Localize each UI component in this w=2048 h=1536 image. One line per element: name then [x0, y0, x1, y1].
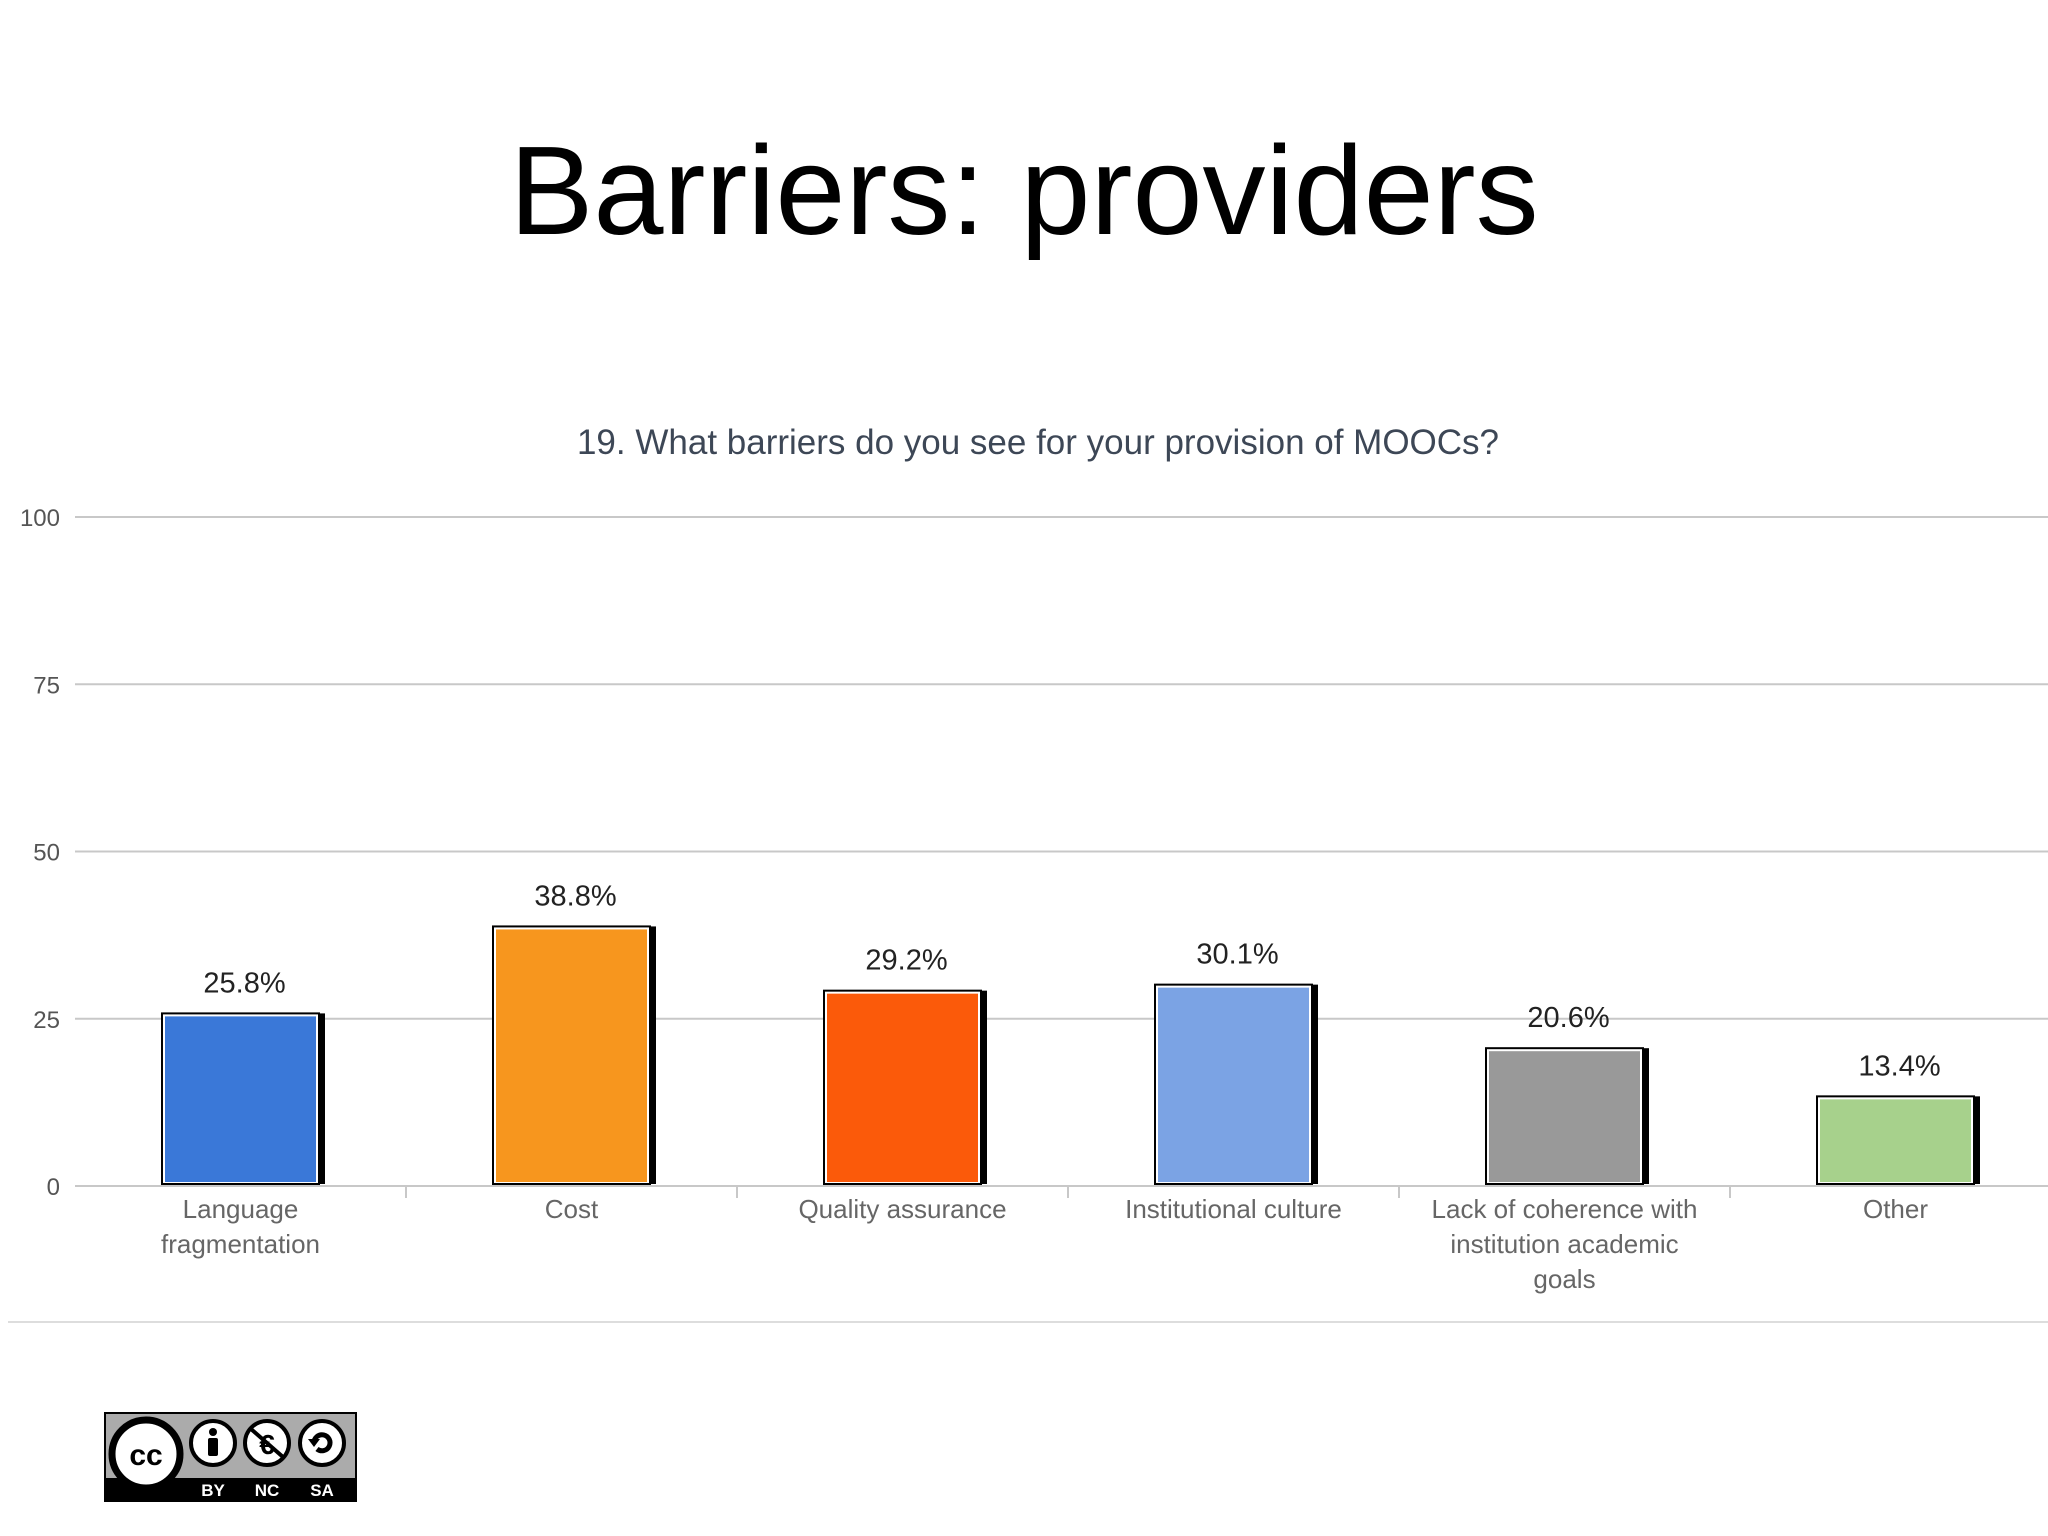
bars — [161, 925, 1980, 1186]
gridlines — [75, 516, 2048, 1187]
value-label: 20.6% — [1527, 1002, 1609, 1034]
bar-outline — [1485, 1047, 1644, 1186]
bar-fill — [1486, 1048, 1643, 1186]
y-tick-label: 75 — [33, 672, 60, 699]
bar-outline — [492, 925, 651, 1185]
bar-5 — [1816, 1095, 1980, 1185]
category-label: goals — [1533, 1264, 1595, 1294]
category-label: fragmentation — [161, 1229, 320, 1259]
license-label-nc: NC — [255, 1481, 280, 1500]
slide-title: Barriers: providers — [509, 120, 1539, 261]
bar-0 — [161, 1012, 325, 1186]
y-tick-label: 100 — [20, 505, 60, 532]
bar-fill — [824, 990, 981, 1185]
bar-outline — [161, 1012, 320, 1186]
y-tick-label: 0 — [47, 1174, 60, 1201]
bar-1 — [492, 925, 656, 1185]
chart-title: 19. What barriers do you see for your pr… — [577, 423, 1499, 462]
x-axis — [405, 1186, 1731, 1198]
y-axis-ticks: 0 25 50 75 100 — [20, 505, 60, 1201]
license-label-sa: SA — [310, 1481, 334, 1500]
bar-2 — [823, 989, 987, 1185]
category-label: Lack of coherence with — [1432, 1194, 1698, 1224]
value-label: 38.8% — [534, 880, 616, 912]
cc-license-badge: cc € BY NC SA — [104, 1412, 357, 1502]
category-label: institution academic — [1450, 1229, 1678, 1259]
sharealike-icon — [298, 1419, 346, 1467]
category-labels: Language fragmentation Cost Quality assuran… — [161, 1194, 1928, 1294]
bar-fill — [1817, 1096, 1974, 1185]
bar-4 — [1485, 1047, 1649, 1186]
y-tick-label: 25 — [33, 1007, 60, 1034]
value-label: 29.2% — [865, 945, 947, 977]
bar-outline — [823, 989, 982, 1185]
bar-outline — [1816, 1095, 1975, 1185]
attribution-icon — [189, 1419, 237, 1467]
bar-outline — [1154, 983, 1313, 1185]
y-tick-label: 50 — [33, 840, 60, 867]
bar-fill — [162, 1013, 319, 1186]
value-label: 13.4% — [1858, 1050, 1940, 1082]
bar-fill — [1155, 984, 1312, 1185]
value-label: 25.8% — [203, 967, 285, 999]
svg-text:cc: cc — [129, 1439, 162, 1472]
category-label: Other — [1863, 1194, 1928, 1224]
category-label: Cost — [545, 1194, 599, 1224]
noncommercial-icon: € — [243, 1419, 291, 1467]
cc-icon: cc — [108, 1416, 184, 1492]
category-label: Quality assurance — [798, 1194, 1006, 1224]
category-label: Language — [183, 1194, 299, 1224]
bar-3 — [1154, 983, 1318, 1185]
value-labels: 25.8% 38.8% 29.2% 30.1% 20.6% 13.4% — [203, 880, 1940, 1082]
bar-fill — [493, 926, 650, 1185]
value-label: 30.1% — [1196, 939, 1278, 971]
category-label: Institutional culture — [1125, 1194, 1342, 1224]
license-label-by: BY — [201, 1481, 225, 1500]
